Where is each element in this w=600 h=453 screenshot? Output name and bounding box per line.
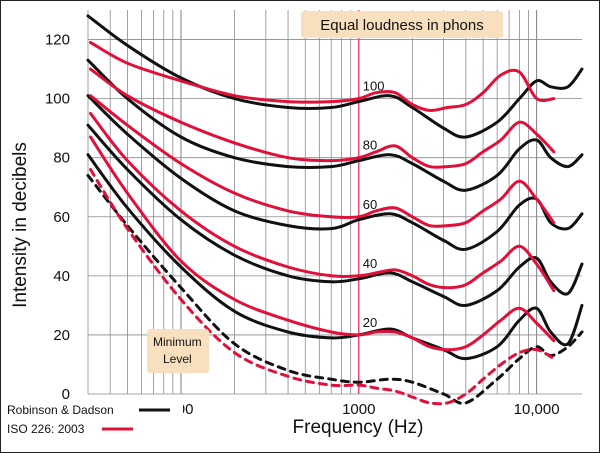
y-axis-title: Intensity in decibels — [10, 142, 31, 308]
y-tick-label: 80 — [53, 150, 70, 167]
y-tick-labels: 0 20 40 60 80 100 120 — [45, 32, 70, 403]
phon-label-80: 80 — [363, 138, 377, 153]
y-tick-label: 60 — [53, 209, 70, 226]
robinson-curve-80 — [86, 58, 584, 192]
y-tick-label: 40 — [53, 268, 70, 285]
phon-labels: 100 80 60 40 20 — [363, 79, 385, 330]
minimum-level-box — [147, 329, 209, 373]
minimum-level-label-line2: Level — [163, 352, 192, 366]
legend-label-iso: ISO 226: 2003 — [7, 422, 85, 436]
phon-label-20: 20 — [363, 315, 377, 330]
iso-curve-60 — [89, 94, 556, 228]
y-tick-label: 0 — [62, 386, 70, 403]
y-tick-label: 20 — [53, 327, 70, 344]
iso-curve-80 — [89, 67, 556, 169]
phon-label-40: 40 — [363, 256, 377, 271]
minimum-level-label-line1: Minimum — [153, 335, 202, 349]
robinson-curve-40 — [86, 123, 584, 307]
iso-curve-min — [89, 168, 556, 406]
y-tick-label: 100 — [45, 91, 70, 108]
chart-title: Equal loudness in phons — [320, 17, 483, 34]
robinson-curve-100 — [86, 14, 584, 139]
title-box — [301, 11, 503, 38]
phon-label-100: 100 — [363, 79, 385, 94]
legend-label-robinson: Robinson & Dadson — [7, 403, 114, 417]
x-axis-title: Frequency (Hz) — [293, 417, 424, 438]
x-tick-label: 10,000 — [514, 401, 560, 418]
iso-curve-100 — [89, 41, 556, 112]
legend-box — [3, 399, 183, 439]
iso-curve-40 — [89, 111, 556, 293]
x-tick-label: 1000 — [342, 401, 375, 418]
y-tick-label: 120 — [45, 32, 70, 49]
robinson-curve-min — [86, 173, 584, 405]
iso-curve-20 — [89, 135, 556, 352]
phon-label-60: 60 — [363, 197, 377, 212]
curves — [86, 14, 584, 406]
robinson-curve-60 — [86, 94, 584, 251]
x-tick-labels: 100100010,000 — [168, 401, 559, 418]
robinson-curve-20 — [86, 153, 584, 361]
